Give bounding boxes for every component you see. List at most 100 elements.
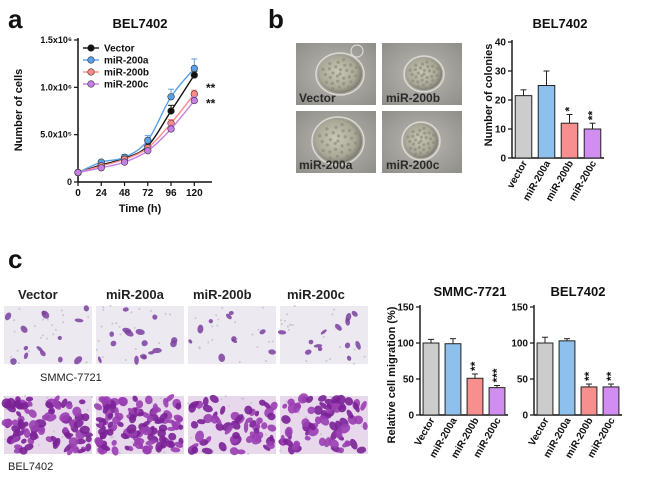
stained-cell (21, 438, 27, 444)
migration-smmc-significance-mir-200b: ** (468, 361, 482, 371)
migration-smmc-y-tick-label: 50 (403, 375, 415, 386)
colony-chart-title: BEL7402 (533, 16, 588, 31)
membrane-pore (46, 318, 49, 321)
stained-cell (23, 352, 29, 360)
stained-cell (136, 412, 144, 417)
stained-cell (254, 422, 260, 428)
stained-cell (353, 415, 364, 425)
panel-b-letter: b (268, 4, 284, 34)
stained-cell (111, 423, 118, 432)
stained-cell (287, 398, 295, 406)
stained-cell (85, 443, 92, 452)
stained-cell (203, 413, 213, 424)
colony-cell (336, 79, 340, 83)
colony-cell (349, 80, 353, 84)
colony-significance-mir-200b: * (563, 107, 577, 112)
membrane-pore (228, 405, 231, 408)
colony-cell (323, 72, 328, 77)
colony-cell (325, 127, 329, 131)
colony-image-label-mir-200b: miR-200b (386, 91, 440, 105)
colony-cell (430, 74, 434, 79)
stained-cell (10, 358, 17, 365)
membrane-pore (87, 315, 90, 318)
stained-cell (188, 339, 193, 344)
stained-cell (159, 412, 168, 421)
colony-cell (417, 145, 421, 150)
membrane-pore (17, 362, 20, 365)
membrane-pore (267, 340, 270, 343)
stained-cell (202, 404, 213, 413)
colony-cell (408, 146, 413, 150)
colony-image-mir-200b: miR-200b (382, 43, 462, 105)
colony-cell (333, 147, 338, 151)
migration-column-label-mir-200b: miR-200b (193, 287, 252, 302)
migration-bel-y-tick-label: 100 (511, 339, 528, 350)
migration-smmc-y-tick-label: 100 (397, 339, 414, 350)
membrane-pore (216, 324, 219, 327)
migration-image-row1-mir-200c (277, 305, 368, 365)
migration-bel-y-tick-label: 50 (517, 375, 529, 386)
membrane-pore (217, 318, 220, 321)
membrane-pore (46, 337, 49, 340)
stained-cell (50, 435, 59, 444)
colony-cell (431, 141, 436, 145)
colony-cell (331, 131, 335, 135)
colony-image-vector: Vector (296, 43, 376, 105)
stained-cell (267, 424, 277, 432)
growth-point-mir-200c (190, 96, 198, 105)
colony-cell (342, 58, 346, 62)
stained-cell (74, 356, 83, 365)
stained-cell (97, 356, 102, 364)
membrane-pore (271, 340, 274, 343)
migration-image-row2-mir-200c (278, 393, 368, 455)
colony-significance-mir-200c: ** (586, 111, 600, 121)
growth-point-mir-200a (190, 64, 198, 72)
legend-marker-vector (87, 44, 95, 52)
colony-cell (347, 85, 351, 89)
colony-cell (345, 154, 350, 158)
membrane-pore (100, 325, 103, 328)
stained-cell (251, 438, 262, 445)
membrane-pore (247, 452, 250, 455)
stained-cell (277, 330, 287, 335)
colony-cell (346, 142, 350, 147)
membrane-pore (109, 305, 112, 308)
growth-point-mir-200c (120, 158, 129, 166)
growth-significance-stars: ** (206, 81, 216, 95)
membrane-pore (131, 441, 134, 444)
colony-cell (350, 70, 355, 74)
colony-image-label-vector: Vector (299, 91, 336, 105)
membrane-pore (305, 416, 308, 419)
migration-bel-bar-mir-200b (580, 386, 598, 416)
stained-cell (10, 436, 20, 444)
stained-cell (19, 402, 29, 410)
stained-cell (301, 418, 310, 427)
stained-cell (45, 414, 57, 422)
colony-cell (406, 135, 410, 139)
membrane-pore (242, 397, 245, 400)
growth-line-mir-200b (77, 93, 195, 174)
stained-cell (93, 403, 103, 411)
stained-cell (261, 422, 268, 430)
membrane-pore (130, 311, 133, 314)
stained-cell (38, 428, 45, 436)
membrane-pore (37, 443, 40, 446)
migration-chart-bel7402: BEL7402 050100150VectormiR-200a**miR-200… (511, 284, 622, 460)
membrane-pore (95, 348, 98, 351)
stained-cell (23, 345, 29, 351)
colony-cell (432, 133, 436, 137)
growth-point-mir-200c (167, 125, 175, 133)
colony-cell (340, 150, 344, 154)
growth-point-mir-200c (144, 147, 152, 155)
membrane-pore (297, 411, 300, 414)
colony-cell (328, 61, 332, 66)
migration-smmc-y-tick-label: 0 (408, 411, 414, 422)
stained-cell (174, 441, 184, 448)
stained-cell (18, 418, 24, 429)
stained-cell (28, 420, 39, 432)
stained-cell (268, 349, 276, 355)
stained-cell (60, 398, 68, 409)
membrane-pore (90, 395, 93, 398)
colony-cell (425, 80, 429, 84)
stained-cell (219, 405, 226, 415)
